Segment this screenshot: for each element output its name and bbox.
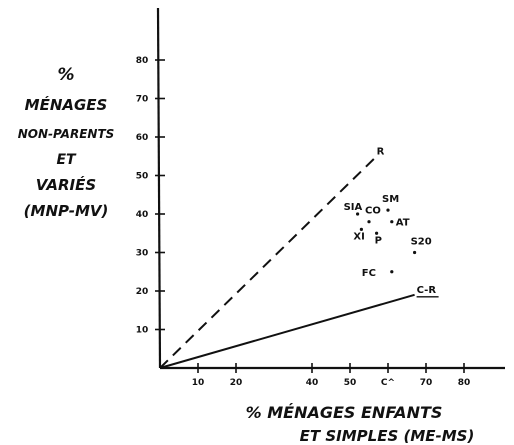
chart-lines: R C-R (159, 146, 439, 369)
data-point (390, 270, 394, 274)
data-point (413, 250, 417, 255)
y-tick-label: 50 (136, 172, 149, 182)
y-tick-label: 30 (136, 249, 149, 259)
y-tick-label: 20 (136, 287, 149, 297)
point-label: AT (396, 218, 410, 229)
x-axis-label-line-2: ET SIMPLES (ME-MS) (300, 427, 475, 445)
line-end-label: C-R (417, 285, 437, 296)
line-end-label: R (377, 146, 385, 157)
y-axis-label-line-3: NON-PARENTS (18, 127, 115, 141)
x-tick-label: 50 (344, 378, 357, 388)
solid-line (159, 293, 415, 369)
dashed-line (159, 155, 378, 369)
point-label: SIA (344, 202, 363, 213)
point-label: FC (362, 268, 376, 279)
y-axis-label-line-4: ET (56, 152, 77, 168)
x-axis-label: % MÉNAGES ENFANTS ET SIMPLES (ME-MS) (246, 403, 475, 445)
x-axis-label-line-1: % MÉNAGES ENFANTS (246, 403, 443, 422)
data-point (359, 227, 363, 231)
x-tick-label: 20 (230, 378, 243, 388)
data-point (375, 231, 379, 235)
data-point (367, 220, 371, 224)
chart-axes: 10 20 30 40 50 60 70 80 10 20 40 50 C^ 70 80 (136, 7, 505, 388)
x-tick-label: 40 (306, 378, 319, 388)
y-axis-label: % MÉNAGES NON-PARENTS ET VARIÉS (MNP-MV) (18, 65, 115, 220)
x-tick-label: 70 (420, 378, 433, 388)
data-point (386, 208, 390, 212)
point-label: CO (365, 206, 381, 217)
y-axis-label-line-5: VARIÉS (36, 175, 96, 194)
y-tick-label: 60 (136, 133, 149, 143)
y-axis-label-line-2: MÉNAGES (25, 95, 108, 114)
data-point (390, 220, 394, 224)
y-axis (156, 7, 162, 369)
y-axis-label-line-1: % (57, 65, 74, 85)
y-tick-label: 70 (136, 95, 149, 105)
y-axis-label-line-6: (MNP-MV) (24, 202, 109, 220)
point-label: P (375, 235, 382, 246)
x-tick-label: C^ (381, 378, 395, 388)
y-tick-label: 40 (136, 210, 149, 220)
y-tick-label: 10 (136, 326, 149, 336)
x-tick-label: 80 (458, 378, 471, 388)
point-label: XI (353, 231, 364, 242)
y-tick-label: 80 (136, 56, 149, 66)
chart-points: SIA CO XI SM AT P S20 FC (344, 194, 432, 279)
x-tick-label: 10 (192, 378, 205, 388)
point-label: S20 (411, 237, 432, 248)
data-point (356, 212, 360, 216)
point-label: SM (382, 194, 399, 205)
